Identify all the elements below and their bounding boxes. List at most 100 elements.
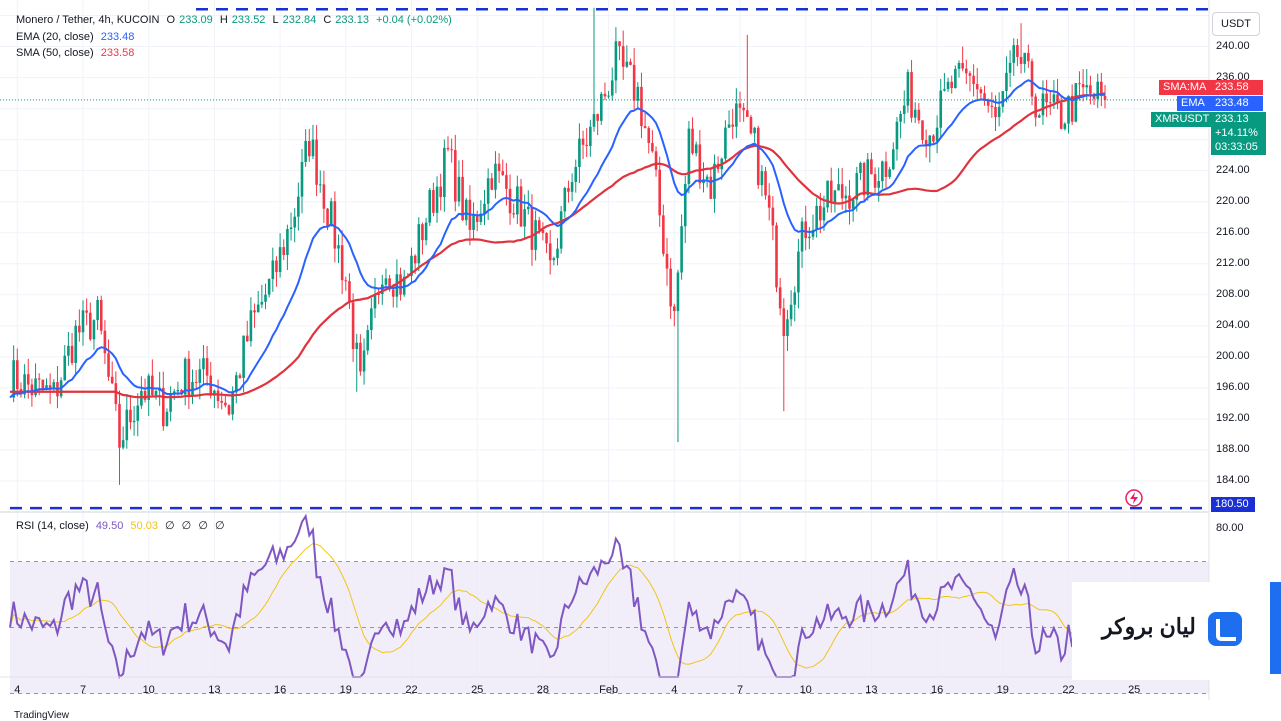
candle-body xyxy=(559,211,563,249)
candle-body xyxy=(877,181,880,188)
candle-body xyxy=(651,143,654,152)
candle-body xyxy=(1063,123,1067,129)
candle-body xyxy=(1089,85,1092,94)
price-tick-label: 240.00 xyxy=(1216,39,1250,52)
price-tick-label: 184.00 xyxy=(1216,473,1250,486)
rsi-legend-value: 49.50 xyxy=(95,520,124,532)
candle-body xyxy=(961,63,964,69)
candle-body xyxy=(819,205,822,221)
candle-body xyxy=(293,216,296,228)
candle-body xyxy=(501,171,505,176)
currency-button[interactable]: USDT xyxy=(1212,12,1260,36)
candle-body xyxy=(494,163,497,190)
candle-body xyxy=(362,350,366,372)
candle-body xyxy=(767,195,771,208)
candle-body xyxy=(950,81,953,89)
candle-body xyxy=(848,195,851,209)
candle-body xyxy=(735,103,738,127)
lightning-alert-icon[interactable] xyxy=(1124,488,1144,508)
candle-body xyxy=(355,342,359,350)
candle-body xyxy=(530,206,534,250)
candle-body xyxy=(52,382,56,389)
broker-accent-bar xyxy=(1270,582,1281,674)
candle-body xyxy=(632,64,636,101)
candle-body xyxy=(727,124,731,128)
candle-body xyxy=(235,375,238,393)
candle-body xyxy=(534,220,537,250)
time-tick-label: 22 xyxy=(405,684,418,696)
candle-body xyxy=(78,325,81,333)
candle-body xyxy=(924,140,928,147)
time-tick-label: 10 xyxy=(799,684,812,696)
candle-body xyxy=(1100,81,1103,97)
candle-body xyxy=(205,358,209,376)
rsi-line xyxy=(9,513,1106,679)
candle-body xyxy=(866,159,870,196)
candle-body xyxy=(271,260,275,279)
price-tick-label: 204.00 xyxy=(1216,318,1250,331)
price-tick-label: 220.00 xyxy=(1216,194,1250,207)
candle-body xyxy=(570,181,574,192)
ema-legend[interactable]: EMA (20, close) 233.48 xyxy=(16,31,138,43)
candle-body xyxy=(778,287,782,309)
time-tick-label: 7 xyxy=(79,684,87,696)
candle-body xyxy=(837,184,840,191)
rsi-legend[interactable]: RSI (14, close) 49.50 50.03 ∅ ∅ ∅ ∅ xyxy=(16,519,229,532)
candle-body xyxy=(705,176,709,180)
candle-body xyxy=(140,390,143,406)
candle-body xyxy=(1052,94,1056,103)
candle-body xyxy=(512,213,515,215)
candle-body xyxy=(151,375,154,396)
candle-body xyxy=(275,260,278,273)
sma-legend[interactable]: SMA (50, close) 233.58 xyxy=(16,47,138,59)
candle-body xyxy=(165,411,169,427)
candle-body xyxy=(198,369,202,383)
candle-body xyxy=(822,207,826,221)
price-tick-label: 216.00 xyxy=(1216,225,1250,238)
candle-body xyxy=(694,144,698,154)
candle-body xyxy=(870,159,873,175)
candle-body xyxy=(592,114,596,127)
candle-body xyxy=(545,233,548,244)
candle-body xyxy=(917,109,921,121)
candle-body xyxy=(797,251,800,293)
candle-body xyxy=(581,138,585,145)
time-tick-label: 22 xyxy=(1062,684,1075,696)
candle-body xyxy=(629,61,632,65)
candle-body xyxy=(851,199,855,209)
rsi-ma-line xyxy=(9,542,1106,669)
candle-body xyxy=(1070,95,1074,122)
candle-body xyxy=(1059,102,1063,129)
candle-body xyxy=(99,300,103,331)
candle-body xyxy=(176,389,180,392)
time-tick-label: 25 xyxy=(1128,684,1141,696)
candle-body xyxy=(439,186,442,198)
candle-body xyxy=(771,207,775,226)
time-tick-label: 16 xyxy=(273,684,287,696)
candle-body xyxy=(1085,85,1089,88)
candle-body xyxy=(30,384,34,396)
candle-body xyxy=(829,180,833,204)
rsi-extra: ∅ xyxy=(165,520,175,532)
candle-body xyxy=(519,186,523,227)
candle-body xyxy=(428,190,432,223)
candle-body xyxy=(81,310,85,333)
candle-body xyxy=(1034,96,1037,118)
candle-body xyxy=(811,229,815,237)
candle-body xyxy=(943,89,946,91)
candle-body xyxy=(1067,95,1070,124)
candle-body xyxy=(213,390,216,396)
candle-body xyxy=(709,176,713,199)
candle-body xyxy=(340,245,344,281)
candle-body xyxy=(89,312,92,340)
candle-body xyxy=(249,310,253,342)
bar-countdown: 03:33:05 xyxy=(1211,140,1266,155)
ema-line xyxy=(9,79,1106,399)
candle-body xyxy=(691,128,694,154)
candle-body xyxy=(826,180,829,208)
candle-body xyxy=(862,163,866,196)
candle-body xyxy=(621,46,625,67)
candle-body xyxy=(260,301,264,305)
candle-body xyxy=(600,93,603,121)
